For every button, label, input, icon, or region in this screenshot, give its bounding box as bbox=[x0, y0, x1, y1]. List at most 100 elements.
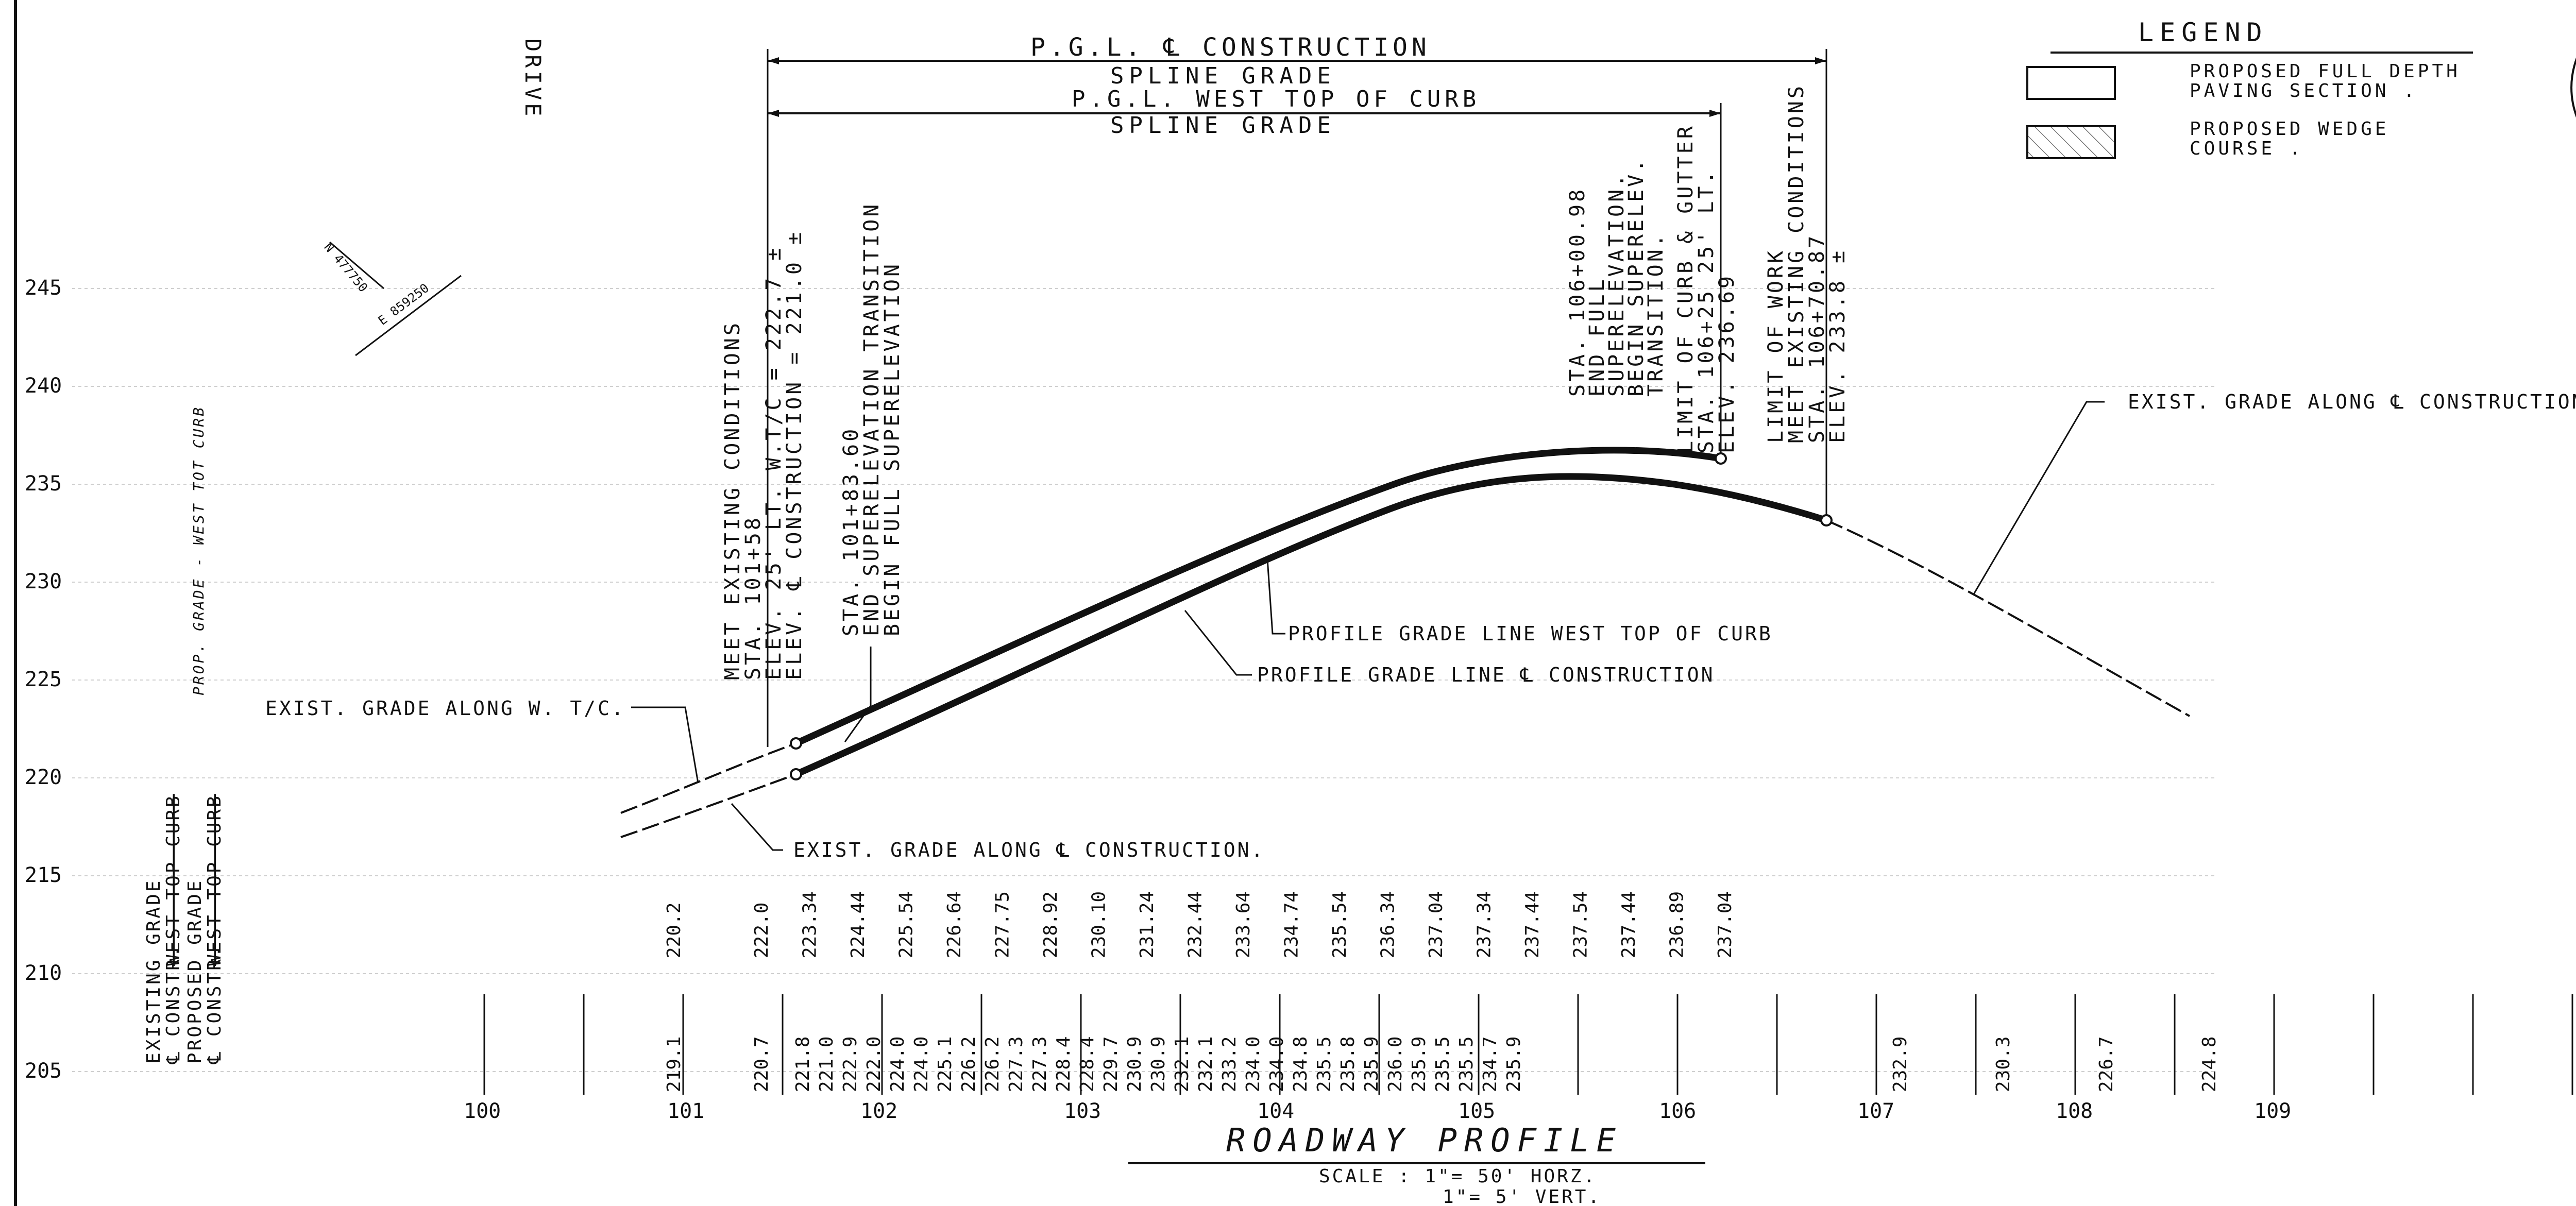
row-proposed-grade: PROPOSED GRADE bbox=[184, 879, 206, 1064]
proposed-grade-value: 232.44 bbox=[1185, 891, 1206, 958]
proposed-grade-value: 228.92 bbox=[1040, 891, 1061, 958]
pgl-west-top-of-curb-line bbox=[794, 447, 1722, 746]
existing-grade-value: 234.8 bbox=[1290, 1037, 1311, 1092]
station-annotations: MEET EXISTING CONDITIONS STA. 101+58 ELE… bbox=[721, 83, 1850, 742]
proposed-grade-value: 237.54 bbox=[1570, 891, 1591, 958]
proposed-grade-value: 237.44 bbox=[1522, 891, 1543, 958]
grade-row-labels: EXISTING GRADE ℄ CONSTR. WEST TOP CURB P… bbox=[143, 405, 225, 1064]
station-label: 100 bbox=[464, 1099, 501, 1123]
note-limit-work-1: LIMIT OF WORK bbox=[1764, 248, 1788, 443]
pgl-construction-note: PROFILE GRADE LINE ℄ CONSTRUCTION bbox=[1257, 664, 1715, 686]
note-meet-existing-1: MEET EXISTING CONDITIONS bbox=[721, 320, 744, 680]
elev-label: 205 bbox=[25, 1059, 62, 1083]
proposed-grade-value: 224.44 bbox=[848, 891, 869, 958]
profile-lines bbox=[620, 447, 2190, 838]
scale-vertical: 1"= 5' VERT. bbox=[1443, 1186, 1601, 1206]
proposed-grade-value: 222.0 bbox=[751, 903, 772, 958]
existing-grade-value: 221.0 bbox=[816, 1037, 837, 1092]
note-limit-work-2: MEET EXISTING CONDITIONS bbox=[1785, 83, 1808, 443]
existing-grade-value: 228.4 bbox=[1053, 1037, 1074, 1092]
spline-grade-label-2: SPLINE GRADE bbox=[1110, 112, 1336, 139]
proposed-grade-value: 226.64 bbox=[944, 891, 965, 958]
existing-grade-construction-right bbox=[1826, 519, 2190, 717]
exist-grade-cl-right-note: EXIST. GRADE ALONG ℄ CONSTRUCTION. bbox=[2128, 390, 2576, 413]
meet-existing-point-cl bbox=[790, 768, 802, 780]
row-prop-grade-west: PROP. GRADE - WEST TOT CURB bbox=[190, 405, 207, 695]
elev-label: 210 bbox=[25, 961, 62, 985]
note-limit-curb-2: STA. 106+25 25' LT. bbox=[1694, 168, 1718, 453]
drawing-title: ROADWAY PROFILE bbox=[1226, 1122, 1623, 1159]
existing-grade-value: 235.9 bbox=[1409, 1037, 1430, 1092]
existing-grade-value: 232.1 bbox=[1172, 1037, 1193, 1092]
station-label: 103 bbox=[1064, 1099, 1101, 1123]
existing-grade-value: 224.0 bbox=[887, 1037, 908, 1092]
spline-grade-label-1: SPLINE GRADE bbox=[1110, 63, 1336, 89]
proposed-grade-value: 237.04 bbox=[1426, 891, 1447, 958]
legend-item-1-line1: PROPOSED FULL DEPTH bbox=[2190, 61, 2461, 82]
note-end-full-4: BEGIN SUPERELEV. bbox=[1624, 157, 1648, 397]
header-dimensions: P.G.L. ℄ CONSTRUCTION SPLINE GRADE P.G.L… bbox=[767, 33, 1827, 747]
row-existing-cl: ℄ CONSTR. bbox=[163, 944, 184, 1064]
existing-grade-value: 235.9 bbox=[1503, 1037, 1524, 1092]
existing-grade-value: 230.9 bbox=[1148, 1037, 1169, 1092]
proposed-grade-value: 235.54 bbox=[1329, 891, 1350, 958]
elev-label: 215 bbox=[25, 863, 62, 887]
existing-grade-value: 225.1 bbox=[935, 1037, 956, 1092]
elev-label: 220 bbox=[25, 766, 62, 789]
wedge-course-swatch bbox=[2026, 125, 2116, 159]
row-existing-grade: EXISTING GRADE bbox=[143, 879, 164, 1064]
station-label: 107 bbox=[1857, 1099, 1894, 1123]
proposed-grade-value: 236.34 bbox=[1378, 891, 1399, 958]
profile-labels: PROFILE GRADE LINE WEST TOP OF CURB PROF… bbox=[265, 390, 2576, 861]
legend-title: LEGEND bbox=[2138, 18, 2268, 47]
existing-grade-value: 234.0 bbox=[1243, 1037, 1264, 1092]
legend: LEGEND PROPOSED FULL DEPTH PAVING SECTIO… bbox=[2026, 18, 2473, 159]
existing-grade-value: 229.7 bbox=[1100, 1037, 1122, 1092]
existing-grade-value: 226.7 bbox=[2096, 1037, 2117, 1092]
existing-grade-value: 222.9 bbox=[840, 1037, 861, 1092]
existing-grade-value: 230.9 bbox=[1124, 1037, 1145, 1092]
station-label: 105 bbox=[1458, 1099, 1495, 1123]
meet-existing-point-tc bbox=[790, 737, 802, 750]
elev-label: 235 bbox=[25, 472, 62, 496]
note-superelev-2: END SUPERELEVATION TRANSITION bbox=[860, 202, 884, 636]
note-limit-curb-1: LIMIT OF CURB & GUTTER bbox=[1674, 124, 1698, 453]
station-axis: 100 101 102 103 104 105 106 107 108 109 bbox=[464, 1099, 2291, 1123]
proposed-grade-value: 231.24 bbox=[1137, 891, 1158, 958]
drawing-title-block: ROADWAY PROFILE SCALE : 1"= 50' HORZ. 1"… bbox=[1128, 1122, 1705, 1206]
pgl-construction-line bbox=[794, 473, 1827, 777]
row-existing-wtc: WEST TOP CURB bbox=[163, 794, 184, 966]
legend-item-2-line1: PROPOSED WEDGE bbox=[2190, 118, 2389, 140]
note-meet-existing-3: ELEV. 25' LT. W.T/C = 222.7 ± bbox=[762, 246, 786, 680]
proposed-grade-value: 236.89 bbox=[1667, 891, 1688, 958]
existing-grade-value: 235.5 bbox=[1456, 1037, 1477, 1092]
legend-item-1-line2: PAVING SECTION . bbox=[2190, 80, 2418, 101]
station-label: 108 bbox=[2056, 1099, 2093, 1123]
existing-grade-value: 222.0 bbox=[863, 1037, 885, 1092]
proposed-grade-value: 233.64 bbox=[1233, 891, 1254, 958]
exist-grade-cl-bottom-note: EXIST. GRADE ALONG ℄ CONSTRUCTION. bbox=[793, 839, 1265, 861]
limit-curb-gutter-point bbox=[1715, 452, 1727, 465]
profile-grid bbox=[72, 288, 2215, 1072]
note-end-full-2: END FULL bbox=[1585, 277, 1609, 397]
existing-grade-value: 235.8 bbox=[1337, 1037, 1359, 1092]
proposed-grade-value: 223.34 bbox=[800, 891, 821, 958]
existing-grade-value: 233.2 bbox=[1219, 1037, 1240, 1092]
pgl-construction-label: P.G.L. ℄ CONSTRUCTION bbox=[1030, 33, 1431, 62]
existing-grade-value: 227.3 bbox=[1006, 1037, 1027, 1092]
proposed-grade-value: 237.04 bbox=[1715, 891, 1736, 958]
existing-grade-value: 232.1 bbox=[1195, 1037, 1216, 1092]
existing-grade-value: 228.4 bbox=[1077, 1037, 1098, 1092]
existing-grade-value: 230.3 bbox=[1993, 1037, 2014, 1092]
note-meet-existing-2: STA. 101+58 bbox=[741, 515, 765, 680]
drive-label: DRIVE bbox=[520, 39, 546, 119]
row-proposed-cl: ℄ CONSTR. bbox=[204, 944, 225, 1064]
elevation-axis: 245 240 235 230 225 220 215 210 205 bbox=[25, 276, 62, 1083]
proposed-grade-value: 230.10 bbox=[1089, 891, 1110, 958]
proposed-grade-value: 237.34 bbox=[1474, 891, 1495, 958]
elev-label: 240 bbox=[25, 374, 62, 398]
elev-label: 245 bbox=[25, 276, 62, 300]
pgl-west-curb-note: PROFILE GRADE LINE WEST TOP OF CURB bbox=[1288, 622, 1773, 645]
existing-grade-value: 234.0 bbox=[1266, 1037, 1287, 1092]
note-limit-work-3: STA. 106+70.87 bbox=[1805, 233, 1829, 443]
